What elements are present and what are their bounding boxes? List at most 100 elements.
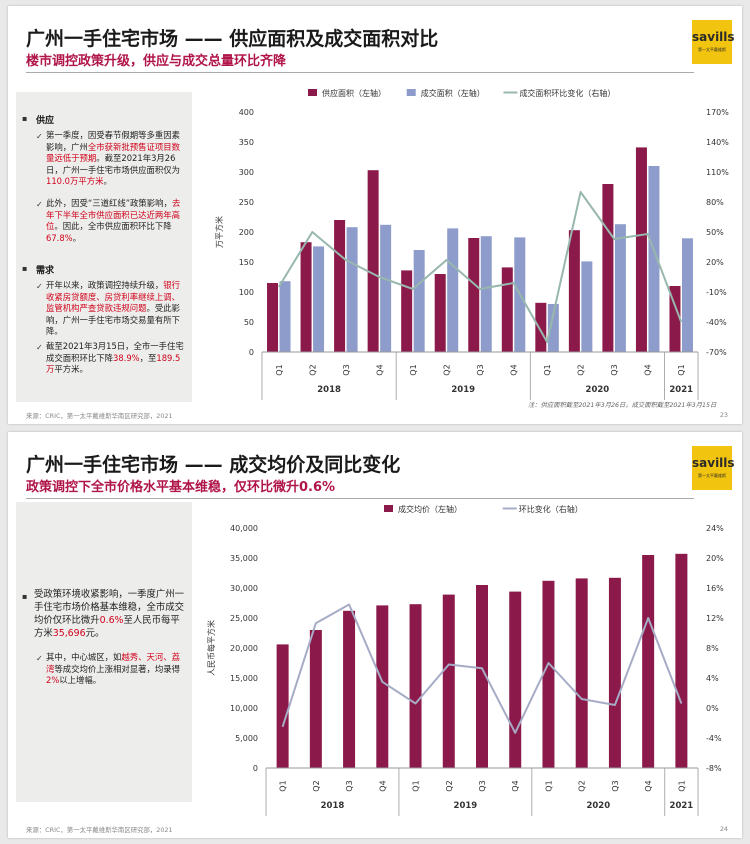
- x-tick-label: Q2: [577, 364, 586, 375]
- logo-brand: savills: [692, 456, 735, 470]
- logo-brand: savills: [692, 30, 735, 44]
- legend-label: 成交均价（左轴）: [398, 504, 462, 514]
- check-icon: ✓: [36, 654, 43, 663]
- x-tick-label: Q3: [478, 780, 487, 791]
- bullet-marker: ▪: [22, 592, 28, 601]
- y2-tick-label: 0%: [706, 704, 719, 713]
- logo-sub: 第一太平戴维斯: [698, 47, 726, 52]
- bar-primary: [343, 610, 356, 768]
- y2-tick-label: -40%: [706, 318, 727, 327]
- bar-primary: [367, 170, 379, 352]
- bar-primary: [509, 591, 522, 768]
- bar-primary: [608, 577, 621, 768]
- y-tick-label: 200: [239, 228, 254, 237]
- x-tick-label: Q3: [610, 364, 619, 375]
- bar-primary: [476, 585, 488, 768]
- bar-primary: [300, 242, 312, 352]
- slide-supply-vs-transaction: 广州一手住宅市场 —— 供应面积及成交面积对比 楼市调控政策升级，供应与成交总量…: [8, 6, 742, 424]
- year-label: 2021: [670, 801, 694, 811]
- x-tick-label: Q2: [308, 364, 317, 375]
- year-label: 2019: [454, 801, 478, 811]
- commentary-panel: ▪ 供应 ✓ 第一季度，因受春节假期等多重因素影响，广州全市获新批预售证项目数量…: [16, 92, 192, 402]
- bar-secondary: [380, 224, 392, 352]
- y-tick-label: 150: [239, 258, 254, 267]
- x-tick-label: Q1: [677, 364, 686, 375]
- y2-tick-label: 170%: [706, 108, 729, 117]
- bar-secondary: [480, 236, 492, 352]
- bar-secondary: [581, 261, 593, 352]
- bar-primary: [535, 302, 547, 352]
- legend-label: 成交面积（左轴）: [421, 88, 485, 98]
- y2-tick-label: 50%: [706, 228, 724, 237]
- supply-transaction-chart: 0 50 100 150 200 250 300 350 400 -70% -40% -10% 20% 5…: [214, 88, 729, 400]
- bar-primary: [675, 553, 688, 768]
- year-label: 2018: [321, 801, 345, 811]
- legend-label: 供应面积（左轴）: [322, 88, 386, 98]
- page-number: 23: [719, 411, 728, 419]
- bar-secondary: [648, 166, 660, 352]
- x-tick-label: Q3: [611, 780, 620, 791]
- commentary-panel: ▪ 受政策环境收紧影响，一季度广州一手住宅市场价格基本维稳，全市成交均价仅环比微…: [16, 502, 192, 802]
- legend-label: 成交面积环比变化（右轴）: [519, 88, 615, 98]
- y2-tick-label: 20%: [706, 258, 724, 267]
- y2-tick-label: 8%: [706, 644, 719, 653]
- demand-heading: 需求: [36, 266, 55, 276]
- y-tick-label: 5,000: [235, 734, 258, 743]
- supply-point-2: 此外，因受“三道红线”政策影响，去年下半年全市供应面积已达近两年高位。因此，全市…: [46, 198, 181, 243]
- bar-primary: [309, 630, 322, 768]
- y2-tick-label: 4%: [706, 674, 719, 683]
- y-tick-label: 50: [244, 318, 254, 327]
- y2-tick-label: -70%: [706, 348, 727, 357]
- logo-sub: 第一太平戴维斯: [698, 473, 726, 478]
- check-icon: ✓: [36, 132, 43, 141]
- x-tick-label: Q4: [510, 364, 519, 375]
- source-footer: 来源：CRIC，第一太平戴维斯华南区研究部，2021: [26, 412, 173, 420]
- bar-primary: [542, 580, 555, 768]
- y-tick-label: 350: [239, 138, 254, 147]
- x-tick-label: Q2: [578, 780, 587, 791]
- slide-title: 广州一手住宅市场 —— 供应面积及成交面积对比: [26, 28, 439, 50]
- price-point-2: 其中，中心城区，如越秀、天河、荔湾等成交均价上涨相对显著，均录得2%以上增幅。: [46, 652, 180, 685]
- x-tick-label: Q4: [375, 364, 384, 375]
- x-tick-label: Q1: [677, 780, 686, 791]
- check-icon: ✓: [36, 282, 43, 291]
- y2-tick-label: 140%: [706, 138, 729, 147]
- bar-primary: [409, 604, 422, 768]
- y-axis-label: 人民币每平方米: [206, 620, 216, 676]
- x-tick-label: Q4: [511, 780, 520, 791]
- y-axis-label: 万平方米: [214, 216, 224, 248]
- bar-primary: [442, 594, 455, 768]
- legend-label: 环比变化（右轴）: [519, 504, 583, 514]
- year-label: 2018: [317, 385, 341, 395]
- x-tick-label: Q1: [543, 364, 552, 375]
- y-tick-label: 25,000: [230, 614, 258, 623]
- y2-tick-label: 110%: [706, 168, 729, 177]
- y2-tick-label: 20%: [706, 554, 724, 563]
- bar-primary: [575, 578, 588, 768]
- bar-primary: [635, 147, 647, 352]
- year-label: 2019: [451, 385, 475, 395]
- bar-primary: [642, 555, 655, 768]
- x-tick-label: Q3: [345, 780, 354, 791]
- y-tick-label: 30,000: [230, 584, 258, 593]
- supply-point-1: 第一季度，因受春节假期等多重因素影响，广州全市获新批预售证项目数量远低于预期。截…: [46, 130, 180, 186]
- slide-subtitle: 政策调控下全市价格水平基本维稳，仅环比微升0.6%: [26, 480, 336, 495]
- x-tick-label: Q2: [442, 364, 451, 375]
- y-tick-label: 250: [239, 198, 254, 207]
- x-tick-label: Q2: [445, 780, 454, 791]
- bar-primary: [669, 286, 681, 352]
- year-label: 2020: [586, 385, 610, 395]
- change-line: [281, 603, 683, 734]
- demand-point-2: 截至2021年3月15日，全市一手住宅成交面积环比下降38.9%，至189.5万…: [46, 341, 184, 374]
- y-tick-label: 300: [239, 168, 254, 177]
- y2-tick-label: 80%: [706, 198, 724, 207]
- slide-average-price: 广州一手住宅市场 —— 成交均价及同比变化 政策调控下全市价格水平基本维稳，仅环…: [8, 432, 742, 838]
- bar-primary: [568, 230, 580, 352]
- savills-logo: savills 第一太平戴维斯: [692, 20, 735, 64]
- title-divider: [26, 498, 694, 499]
- bar-primary: [401, 270, 413, 352]
- bar-secondary: [413, 250, 425, 352]
- bar-secondary: [547, 304, 559, 352]
- check-icon: ✓: [36, 200, 43, 209]
- year-label: 2021: [669, 385, 693, 395]
